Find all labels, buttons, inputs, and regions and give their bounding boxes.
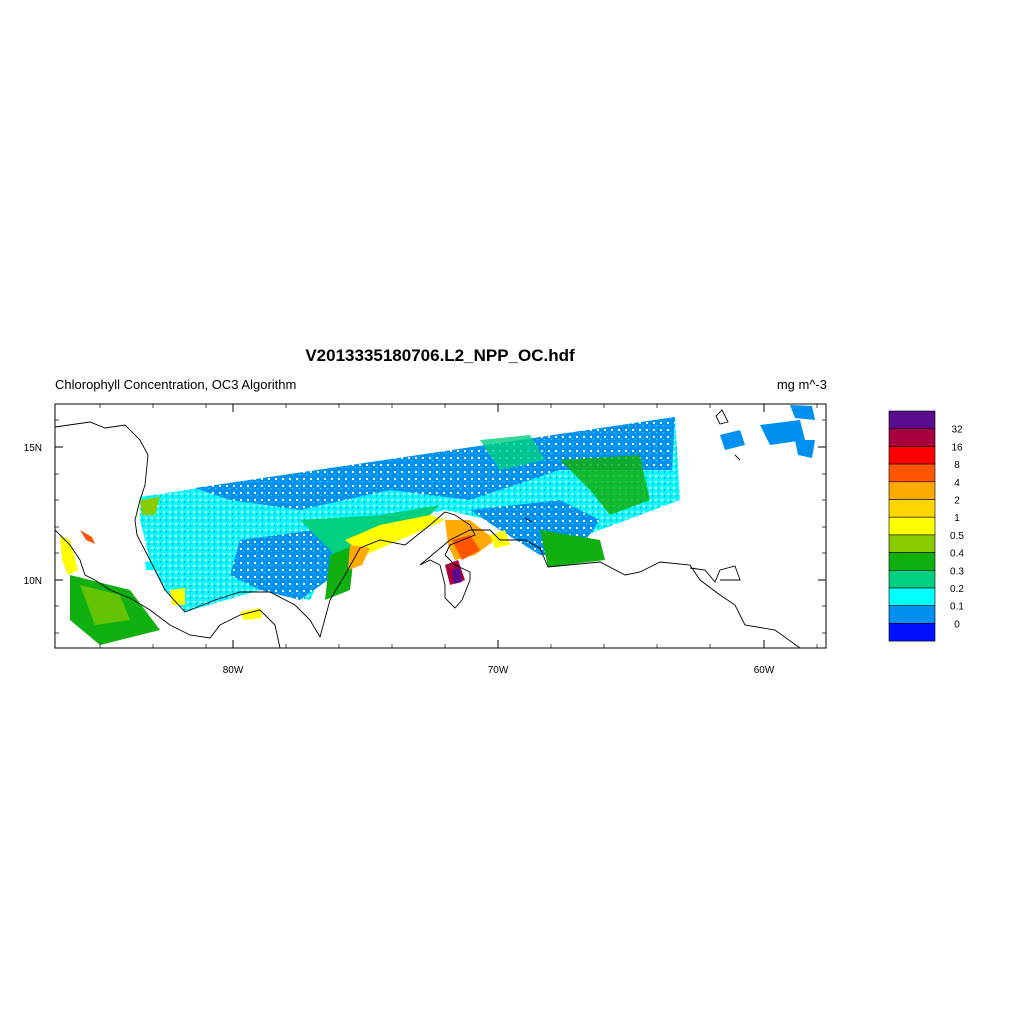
colorbar-box-7 xyxy=(888,534,936,553)
colorbar-box-9 xyxy=(888,569,936,589)
colorbar-label-3: 4 xyxy=(954,478,960,489)
units-label: mg m^-3 xyxy=(776,377,827,392)
axis-ticks xyxy=(55,404,826,648)
colorbar-box-5 xyxy=(888,499,936,518)
colorbar-box-6 xyxy=(888,516,936,536)
chlorophyll-swath xyxy=(60,405,815,645)
colorbar-label-0: 32 xyxy=(951,425,963,436)
y-tick-label-15n: 15N xyxy=(24,443,42,454)
colorbar-box-11 xyxy=(888,605,936,624)
colorbar-box-0 xyxy=(888,410,936,430)
colorbar-label-11: 0 xyxy=(954,619,960,630)
colorbar: 32 16 8 4 2 1 0.5 0.4 0.3 0.2 0.1 0 xyxy=(888,410,964,642)
colorbar-box-12 xyxy=(888,623,936,642)
colorbar-label-2: 8 xyxy=(954,460,960,471)
map-frame xyxy=(54,403,827,649)
colorbar-box-4 xyxy=(888,481,936,500)
colorbar-box-10 xyxy=(888,587,936,607)
colorbar-label-6: 0.5 xyxy=(950,531,964,542)
colorbar-label-7: 0.4 xyxy=(950,549,964,560)
colorbar-box-2 xyxy=(888,446,936,465)
map-panel xyxy=(55,405,815,648)
colorbar-label-1: 16 xyxy=(951,442,963,453)
variable-label: Chlorophyll Concentration, OC3 Algorithm xyxy=(55,377,297,392)
x-tick-label-70w: 70W xyxy=(488,665,509,676)
axis-minor-ticks xyxy=(55,404,826,648)
y-tick-label-10n: 10N xyxy=(24,576,42,587)
colorbar-box-3 xyxy=(888,463,936,483)
plot-title: V2013335180706.L2_NPP_OC.hdf xyxy=(305,346,575,365)
colorbar-label-4: 2 xyxy=(954,496,960,507)
colorbar-label-8: 0.3 xyxy=(950,566,964,577)
colorbar-label-5: 1 xyxy=(954,513,960,524)
x-tick-label-80w: 80W xyxy=(223,665,244,676)
coastlines xyxy=(55,409,801,648)
colorbar-label-10: 0.1 xyxy=(950,602,964,613)
colorbar-box-1 xyxy=(888,428,936,447)
colorbar-box-8 xyxy=(888,552,936,571)
x-tick-label-60w: 60W xyxy=(754,665,775,676)
colorbar-label-9: 0.2 xyxy=(950,584,964,595)
